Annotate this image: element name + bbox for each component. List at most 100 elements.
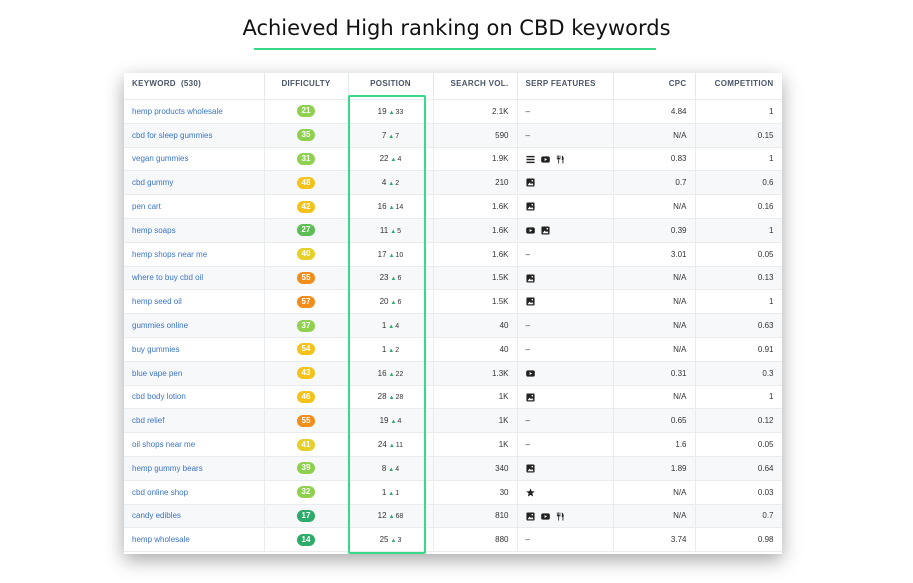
- position-change: 3: [397, 537, 402, 545]
- keyword-link[interactable]: cbd for sleep gummies: [124, 123, 265, 148]
- position-cell: 24 ▲11: [348, 432, 434, 457]
- search-volume-cell: 1K: [433, 432, 518, 457]
- table-row[interactable]: vegan gummies 31 22 ▲4 1.9K 0.83 1: [124, 147, 782, 172]
- table-row[interactable]: cbd for sleep gummies 35 7 ▲7 590– N/A 0.15: [124, 123, 782, 148]
- table-row[interactable]: gummies online 37 1 ▲4 40– N/A 0.63: [124, 313, 782, 338]
- difficulty-badge: 43: [297, 367, 315, 380]
- column-header-competition[interactable]: COMPETITION: [695, 73, 782, 94]
- difficulty-badge: 40: [297, 248, 315, 261]
- difficulty-badge: 55: [297, 414, 315, 427]
- cpc-cell: 0.39: [613, 218, 696, 243]
- table-row[interactable]: cbd online shop 32 1 ▲1 30 N/A 0.03: [124, 480, 782, 505]
- table-row[interactable]: pen cart 42 16 ▲14 1.6K N/A 0.16: [124, 194, 782, 219]
- position-value: 8: [381, 463, 387, 473]
- table-row[interactable]: hemp gummy bears 39 8 ▲4 340 1.89 0.64: [124, 456, 782, 481]
- position-value: 17: [377, 249, 387, 259]
- column-header-serp-features[interactable]: SERP FEATURES: [517, 73, 614, 94]
- serp-features-cell: –: [517, 242, 614, 267]
- position-value: 7: [381, 130, 387, 140]
- position-change: 4: [395, 465, 400, 473]
- keyword-link[interactable]: hemp wholesale: [124, 527, 265, 553]
- table-row[interactable]: hemp seed oil 57 20 ▲6 1.5K N/A 1: [124, 289, 782, 315]
- competition-cell: 0.91: [695, 337, 782, 362]
- keyword-link[interactable]: blue vape pen: [124, 361, 265, 386]
- cpc-cell: 4.84: [613, 99, 696, 124]
- serp-features-cell: [517, 218, 614, 243]
- search-volume-cell: 1.6K: [433, 194, 518, 219]
- table-row[interactable]: hemp wholesale 14 25 ▲3 880–3.74 0.98: [124, 527, 782, 553]
- keyword-link[interactable]: cbd gummy: [124, 170, 265, 196]
- search-volume-cell: 1.9K: [433, 147, 518, 172]
- position-cell: 7 ▲7: [348, 123, 434, 148]
- position-change: 6: [397, 299, 402, 307]
- table-row[interactable]: where to buy cbd oil 55 23 ▲6 1.5K N/A 0.13: [124, 266, 782, 291]
- column-header-position[interactable]: POSITION: [348, 73, 434, 94]
- search-volume-cell: 810: [433, 504, 518, 529]
- keyword-link[interactable]: oil shops near me: [124, 432, 265, 457]
- table-row[interactable]: blue vape pen 43 16 ▲22 1.3K 0.31 0.3: [124, 361, 782, 386]
- table-row[interactable]: candy edibles 17 12 ▲68 810 N/A 0.7: [124, 504, 782, 529]
- keyword-link[interactable]: gummies online: [124, 313, 265, 338]
- position-change: 2: [395, 180, 400, 188]
- table-row[interactable]: hemp products wholesale 21 19 ▲33 2.1K –4.84 1: [124, 99, 782, 124]
- search-volume-cell: 2.1K: [433, 99, 518, 124]
- difficulty-badge: 37: [297, 319, 315, 332]
- keyword-link[interactable]: buy gummies: [124, 337, 265, 362]
- column-header-keyword[interactable]: KEYWORD (530): [124, 73, 265, 94]
- position-cell: 16 ▲22: [348, 361, 434, 386]
- position-value: 11: [379, 225, 389, 235]
- table-row[interactable]: buy gummies 54 1 ▲2 40– N/A 0.91: [124, 337, 782, 362]
- keyword-link[interactable]: hemp soaps: [124, 218, 265, 243]
- keyword-link[interactable]: hemp products wholesale: [124, 99, 265, 124]
- table-row[interactable]: cbd gummy 48 4 ▲2 210 0.7 0.6: [124, 170, 782, 196]
- serp-none: –: [525, 321, 530, 331]
- difficulty-badge: 57: [297, 295, 315, 308]
- difficulty-cell: 14: [264, 527, 349, 553]
- search-volume-cell: 1.5K: [433, 266, 518, 291]
- column-header-search-volume[interactable]: SEARCH VOL.: [433, 73, 518, 94]
- position-value: 16: [377, 368, 387, 378]
- up-arrow-icon: ▲: [390, 538, 397, 545]
- position-cell: 17 ▲10: [348, 242, 434, 267]
- keyword-link[interactable]: where to buy cbd oil: [124, 266, 265, 291]
- table-row[interactable]: hemp shops near me 40 17 ▲10 1.6K –3.01 0.05: [124, 242, 782, 267]
- serp-none: –: [525, 106, 530, 116]
- table-row[interactable]: cbd body lotion 46 28 ▲28 1K N/A 1: [124, 385, 782, 410]
- position-cell: 16 ▲14: [348, 194, 434, 219]
- position-cell: 25 ▲3: [348, 527, 434, 553]
- keyword-link[interactable]: pen cart: [124, 194, 265, 219]
- keyword-link[interactable]: hemp seed oil: [124, 289, 265, 315]
- serp-features-cell: [517, 504, 614, 529]
- video-icon: [525, 369, 535, 378]
- keyword-link[interactable]: cbd online shop: [124, 480, 265, 505]
- serp-none: –: [525, 535, 530, 545]
- keyword-link[interactable]: hemp shops near me: [124, 242, 265, 267]
- difficulty-badge: 27: [297, 224, 315, 237]
- keyword-link[interactable]: vegan gummies: [124, 147, 265, 172]
- competition-cell: 0.16: [695, 194, 782, 219]
- serp-features-cell: [517, 361, 614, 386]
- difficulty-badge: 55: [297, 271, 315, 284]
- up-arrow-icon: ▲: [388, 109, 395, 116]
- table-row[interactable]: hemp soaps 27 11 ▲5 1.6K 0.39 1: [124, 218, 782, 243]
- serp-none: –: [525, 440, 530, 450]
- difficulty-cell: 55: [264, 266, 349, 291]
- column-header-cpc[interactable]: CPC: [613, 73, 696, 94]
- difficulty-badge: 39: [297, 462, 315, 475]
- cpc-cell: N/A: [613, 266, 696, 291]
- competition-cell: 0.03: [695, 480, 782, 505]
- table-row[interactable]: cbd relief 55 19 ▲4 1K –0.65 0.12: [124, 408, 782, 434]
- position-value: 25: [379, 535, 389, 545]
- position-cell: 20 ▲6: [348, 289, 434, 315]
- cpc-cell: 1.89: [613, 456, 696, 481]
- keyword-link[interactable]: hemp gummy bears: [124, 456, 265, 481]
- keyword-link[interactable]: cbd relief: [124, 408, 265, 434]
- keyword-link[interactable]: candy edibles: [124, 504, 265, 529]
- table-row[interactable]: oil shops near me 41 24 ▲11 1K –1.6 0.05: [124, 432, 782, 457]
- position-value: 28: [377, 392, 387, 402]
- search-volume-cell: 590: [433, 123, 518, 148]
- keyword-link[interactable]: cbd body lotion: [124, 385, 265, 410]
- cpc-cell: N/A: [613, 504, 696, 529]
- column-header-difficulty[interactable]: DIFFICULTY: [264, 73, 349, 94]
- difficulty-badge: 42: [297, 200, 315, 213]
